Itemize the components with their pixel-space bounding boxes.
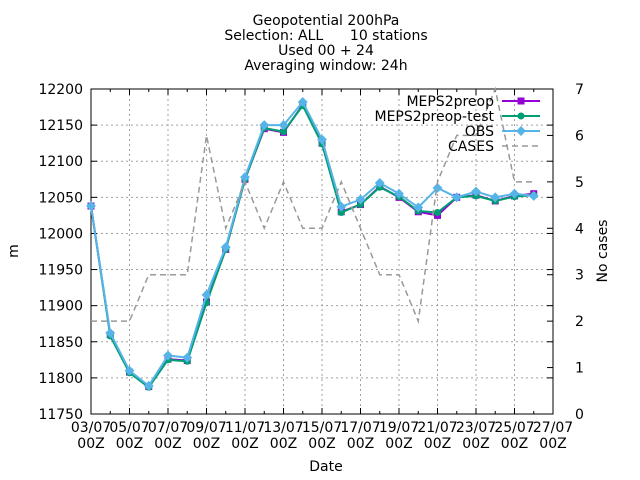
x-tick-label: 25/07 <box>494 420 534 436</box>
data-point <box>374 177 385 188</box>
y2-axis-ticks: 0 1 2 3 4 5 6 7 <box>547 82 584 423</box>
y2-tick-label: 4 <box>575 221 584 237</box>
x-tick-label: 00Z <box>193 436 220 452</box>
x-tick-label: 00Z <box>116 436 143 452</box>
series-line <box>91 86 534 324</box>
y-tick-label: 11950 <box>38 263 83 279</box>
data-point <box>516 126 526 136</box>
x-tick-label: 00Z <box>77 436 104 452</box>
legend-label: MEPS2preop <box>406 94 494 110</box>
data-point <box>143 380 154 391</box>
data-point <box>201 289 212 300</box>
x-tick-label: 05/07 <box>109 420 149 436</box>
y-tick-label: 12050 <box>38 190 83 206</box>
data-point <box>182 352 193 363</box>
y-tick-label: 11900 <box>38 299 83 315</box>
x-tick-label: 00Z <box>347 436 374 452</box>
data-point <box>434 209 441 216</box>
legend-label: OBS <box>465 124 494 140</box>
data-point <box>337 209 345 216</box>
x-tick-label: 23/07 <box>456 420 496 436</box>
x-tick-label: 03/07 <box>71 420 111 436</box>
title-line: Selection: ALL 10 stations <box>224 28 427 44</box>
y-tick-label: 12200 <box>38 82 83 98</box>
data-point <box>163 350 173 361</box>
data-point <box>471 186 481 197</box>
x-tick-label: 17/07 <box>340 420 380 436</box>
data-point <box>451 192 462 203</box>
y2-tick-label: 6 <box>575 128 584 144</box>
x-tick-label: 07/07 <box>148 420 188 436</box>
y2-tick-label: 1 <box>575 361 584 377</box>
x-tick-label: 00Z <box>501 436 528 452</box>
data-point <box>490 192 501 203</box>
x-tick-label: 19/07 <box>379 420 419 436</box>
data-point <box>357 201 364 209</box>
y-tick-label: 12100 <box>38 154 83 170</box>
x-axis-ticks: 03/0700Z05/0700Z07/0700Z09/0700Z11/0700Z… <box>71 89 573 452</box>
title-line: Averaging window: 24h <box>244 58 407 74</box>
x-tick-label: 00Z <box>231 436 258 452</box>
data-point <box>413 202 424 213</box>
y2-axis-label: No cases <box>595 220 611 283</box>
x-tick-label: 00Z <box>539 436 566 452</box>
data-point <box>220 242 231 253</box>
y2-tick-label: 0 <box>575 407 584 423</box>
y-tick-label: 11850 <box>38 335 83 351</box>
data-point <box>317 134 327 145</box>
x-tick-label: 09/07 <box>186 420 226 436</box>
data-point <box>394 188 404 199</box>
x-tick-label: 00Z <box>462 436 489 452</box>
data-point <box>86 201 96 211</box>
data-point <box>517 112 525 120</box>
x-tick-label: 15/07 <box>302 420 342 436</box>
y-tick-label: 12150 <box>38 118 83 134</box>
x-tick-label: 27/07 <box>533 420 573 436</box>
y-tick-label: 12000 <box>38 226 83 242</box>
data-point <box>528 190 539 201</box>
y2-tick-label: 5 <box>575 175 584 191</box>
title-line: Geopotential 200hPa <box>253 13 400 29</box>
x-tick-label: 11/07 <box>225 420 265 436</box>
x-tick-label: 00Z <box>308 436 335 452</box>
y2-tick-label: 3 <box>575 268 584 284</box>
x-axis-label: Date <box>309 459 342 475</box>
x-tick-label: 21/07 <box>417 420 457 436</box>
data-point <box>355 194 366 205</box>
title-line: Used 00 + 24 <box>278 43 374 59</box>
data-point <box>432 182 443 193</box>
y-axis-ticks: 11750 11800 11850 11900 11950 12000 12050 12100… <box>38 82 553 423</box>
data-point <box>517 97 525 105</box>
data-point <box>240 172 250 183</box>
y2-tick-label: 2 <box>575 314 584 330</box>
legend-label: CASES <box>448 139 494 155</box>
x-tick-label: 00Z <box>385 436 412 452</box>
series-cases <box>91 86 534 324</box>
legend-label: MEPS2preop-test <box>375 109 495 125</box>
x-tick-label: 00Z <box>154 436 181 452</box>
data-point <box>509 188 520 199</box>
y-tick-label: 11800 <box>38 371 83 387</box>
x-tick-label: 00Z <box>424 436 451 452</box>
x-tick-label: 13/07 <box>263 420 303 436</box>
x-tick-label: 00Z <box>270 436 297 452</box>
y2-tick-label: 7 <box>575 82 584 98</box>
data-point <box>336 201 347 212</box>
y-tick-label: 11750 <box>38 407 83 423</box>
y-axis-label: m <box>6 244 22 258</box>
data-point <box>280 128 287 136</box>
